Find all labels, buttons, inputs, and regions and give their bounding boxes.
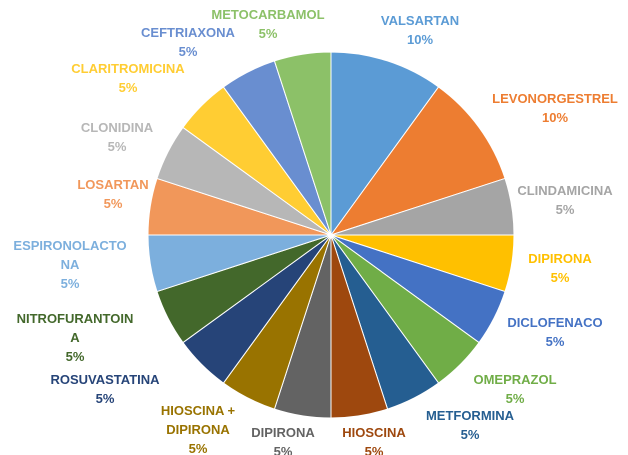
category-label: METOCARBAMOL: [211, 7, 325, 22]
value-label: 5%: [460, 427, 480, 442]
slice-label: LOSARTAN 5%: [13, 175, 213, 213]
value-label: 5%: [60, 276, 80, 291]
slice-label: CLONIDINA 5%: [17, 118, 217, 156]
category-label: DIPIRONA: [528, 251, 592, 266]
value-label: 5%: [65, 349, 85, 364]
slice-label: CLINDAMICINA 5%: [465, 181, 628, 219]
value-label: 5%: [107, 139, 127, 154]
pie-slice: [329, 86, 506, 236]
category-label: DICLOFENACO: [507, 315, 603, 330]
value-label: 10%: [541, 110, 569, 125]
category-label: METFORMINA: [425, 408, 515, 423]
slice-label: CEFTRIAXONA 5%: [88, 23, 288, 61]
value-label: 5%: [103, 196, 123, 211]
category-label: ROSUVASTATINA: [50, 372, 160, 387]
value-label: 5%: [555, 202, 575, 217]
slice-label: CLARITROMICINA 5%: [28, 59, 228, 97]
value-label: 5%: [550, 270, 570, 285]
category-label: LOSARTAN: [77, 177, 149, 192]
value-label: 5%: [273, 444, 293, 455]
category-label: DIPIRONA: [251, 425, 315, 440]
slice-label: ROSUVASTATINA 5%: [5, 370, 205, 408]
slice-label: ESPIRONOLACTONA 5%: [9, 236, 131, 293]
value-label: 5%: [95, 391, 115, 406]
category-label: CLINDAMICINA: [517, 183, 613, 198]
category-label: VALSARTAN: [380, 13, 460, 28]
value-label: 5%: [364, 444, 384, 455]
slice-label: DIPIRONA 5%: [460, 249, 628, 287]
slice-label: VALSARTAN 10%: [320, 11, 520, 49]
value-label: 5%: [118, 80, 138, 95]
category-label: CLARITROMICINA: [71, 61, 185, 76]
slice-label: METOCARBAMOL 5%: [168, 5, 368, 43]
value-label: 10%: [406, 32, 434, 47]
category-label: CEFTRIAXONA: [141, 25, 235, 40]
category-label: LEVONORGESTREL: [492, 91, 618, 106]
value-label: 5%: [258, 26, 278, 41]
category-label: CLONIDINA: [80, 120, 154, 135]
slice-label: METFORMINA 5%: [370, 406, 570, 444]
slice-label: NITROFURANTOINA 5%: [14, 309, 136, 366]
category-label: ESPIRONOLACTONA: [13, 238, 127, 272]
slice-label: LEVONORGESTREL 10%: [455, 89, 628, 127]
slice-label: HIOSCINA + DIPIRONA 5%: [151, 401, 246, 455]
value-label: 5%: [505, 391, 525, 406]
slice-label: DICLOFENACO 5%: [455, 313, 628, 351]
slice-label: DIPIRONA 5%: [183, 423, 383, 455]
category-label: OMEPRAZOL: [473, 372, 557, 387]
category-label: HIOSCINA + DIPIRONA: [160, 403, 236, 437]
value-label: 5%: [178, 44, 198, 59]
slice-label: OMEPRAZOL 5%: [415, 370, 615, 408]
value-label: 5%: [545, 334, 565, 349]
value-label: 5%: [188, 441, 208, 455]
category-label: HIOSCINA: [342, 425, 406, 440]
slice-label: HIOSCINA 5%: [274, 423, 474, 455]
category-label: NITROFURANTOINA: [16, 311, 134, 345]
pie-slice: [273, 51, 332, 236]
pie-slice: [330, 51, 440, 237]
